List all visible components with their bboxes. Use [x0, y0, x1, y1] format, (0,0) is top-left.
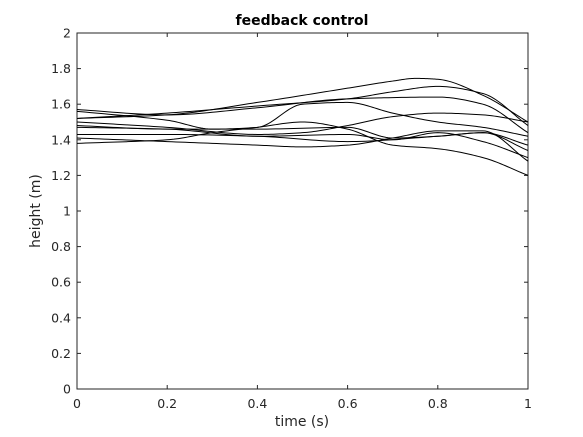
series-line-1: [76, 77, 529, 123]
y-tick-label: 1.6: [51, 97, 71, 112]
series-line-10: [76, 130, 529, 162]
series-lines: [76, 77, 529, 176]
y-axis-label: height (m): [28, 174, 44, 248]
x-tick-label: 0.4: [247, 396, 267, 411]
y-tick-label: 1.8: [51, 61, 71, 76]
y-tick-label: 1.2: [51, 168, 71, 183]
x-tick-label: 1: [524, 396, 532, 411]
series-line-5: [76, 112, 529, 135]
y-axis-ticks: 0 0.2 0.4 0.6 0.8 1 1.2 1.4 1.6 1.8 2: [51, 26, 528, 397]
chart-title: feedback control: [236, 13, 369, 29]
series-line-2: [76, 85, 529, 126]
series-line-8: [77, 132, 529, 146]
x-axis-label: time (s): [275, 414, 329, 430]
y-tick-label: 0.8: [51, 239, 71, 254]
series-line-3: [76, 96, 529, 134]
y-tick-label: 1: [63, 204, 71, 219]
series-line-9: [76, 121, 529, 176]
x-tick-label: 0.6: [338, 396, 358, 411]
y-tick-label: 0.2: [51, 346, 71, 361]
x-tick-label: 0: [73, 396, 81, 411]
y-tick-label: 2: [63, 26, 71, 41]
x-tick-label: 0.2: [157, 396, 177, 411]
y-tick-label: 0: [63, 382, 71, 397]
series-line-4: [76, 101, 529, 137]
y-tick-label: 1.4: [51, 132, 71, 147]
y-tick-label: 0.4: [51, 310, 71, 325]
y-tick-label: 0.6: [51, 275, 71, 290]
plot-area: [76, 32, 529, 390]
x-tick-label: 0.8: [428, 396, 448, 411]
x-axis-ticks: 0 0.2 0.4 0.6 0.8 1: [73, 33, 532, 411]
